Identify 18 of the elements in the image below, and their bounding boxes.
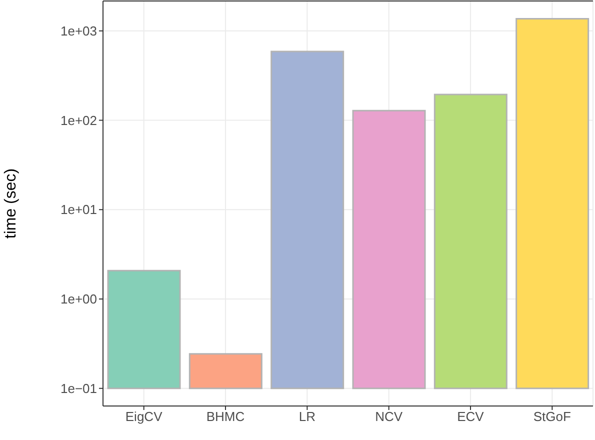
y-axis-title: time (sec) xyxy=(2,168,20,239)
bar xyxy=(107,270,181,390)
x-tick-label: ECV xyxy=(457,409,484,424)
bar xyxy=(434,94,508,390)
x-tick-label: BHMC xyxy=(206,409,245,424)
bar xyxy=(352,110,426,390)
bar xyxy=(270,50,344,390)
y-tick-label: 1e+01 xyxy=(60,202,97,218)
x-tick-label: NCV xyxy=(375,409,403,424)
x-tick-label: EigCV xyxy=(125,409,163,424)
y-tick-label: 1e+00 xyxy=(60,292,97,307)
y-tick-label: 1e+03 xyxy=(60,24,97,39)
x-tick-label: StGoF xyxy=(533,409,571,424)
x-tick-label: LR xyxy=(298,409,316,424)
bar xyxy=(188,353,262,390)
y-tick-label: 1e−01 xyxy=(60,380,97,396)
bar xyxy=(516,18,590,390)
y-tick-label: 1e+02 xyxy=(60,112,97,128)
